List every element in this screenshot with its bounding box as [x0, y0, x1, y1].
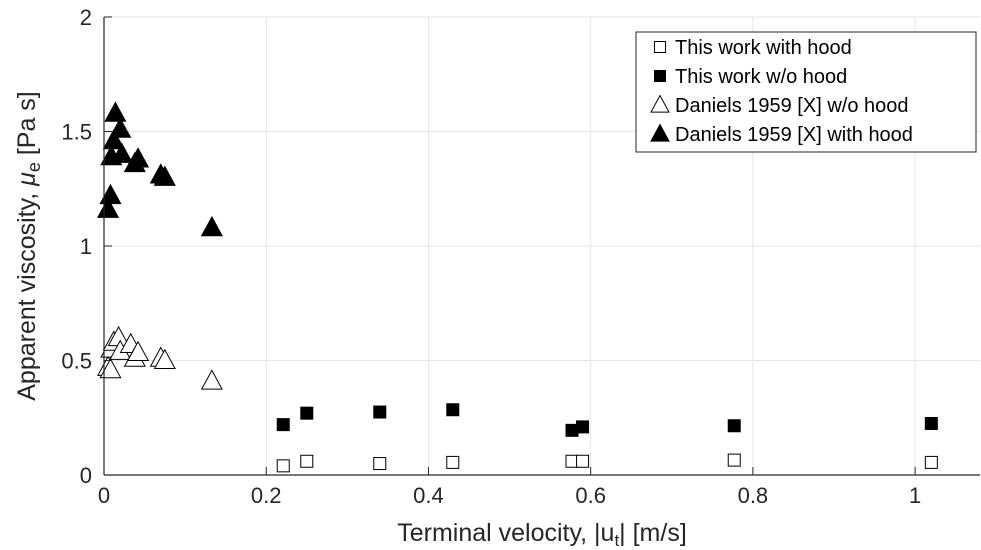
- tick-labels: 0 0.2 0.4 0.6 0.8 1 0 0.5 1 1.5 2: [61, 5, 921, 508]
- data-point: [373, 405, 387, 419]
- legend: This work with hood This work w/o hood Dan…: [635, 31, 977, 153]
- data-point: [276, 459, 290, 473]
- data-point: [576, 420, 590, 434]
- legend-box: [635, 31, 977, 153]
- x-tick-label: 0.8: [738, 483, 769, 508]
- x-tick-label: 0.2: [251, 483, 282, 508]
- legend-marker: [650, 123, 670, 142]
- y-tick-label: 2: [80, 5, 92, 30]
- data-point: [153, 348, 176, 370]
- y-axis-label: Apparent viscosity, μe [Pa s]: [13, 91, 44, 401]
- legend-marker: [654, 41, 666, 53]
- data-point: [924, 416, 938, 430]
- legend-label: This work w/o hood: [675, 66, 847, 88]
- series-2: [276, 403, 938, 437]
- data-point: [153, 165, 176, 186]
- x-tick-label: 1: [909, 483, 921, 508]
- series-4: [97, 101, 223, 237]
- x-tick-label: 0.4: [413, 483, 444, 508]
- data-point: [104, 101, 127, 122]
- legend-label: Daniels 1959 [X] w/o hood: [675, 95, 909, 117]
- data-point: [446, 455, 460, 469]
- x-tick-label: 0.6: [575, 483, 606, 508]
- data-point: [99, 183, 122, 205]
- legend-label: This work with hood: [675, 37, 852, 59]
- data-point: [102, 128, 125, 150]
- data-layer: [97, 101, 938, 473]
- data-point: [373, 457, 387, 471]
- grid: [104, 16, 980, 475]
- x-tick-label: 0: [98, 483, 110, 508]
- y-tick-label: 1: [80, 234, 92, 259]
- data-point: [109, 117, 132, 138]
- legend-marker: [650, 94, 670, 113]
- data-point: [127, 147, 150, 168]
- data-point: [924, 455, 938, 469]
- x-axis-label: Terminal velocity, |ut| [m/s]: [397, 519, 687, 550]
- data-point: [576, 454, 590, 468]
- data-point: [300, 454, 314, 468]
- y-tick-label: 0.5: [61, 349, 92, 374]
- legend-marker: [654, 70, 666, 82]
- data-point: [446, 403, 460, 417]
- data-point: [97, 197, 120, 218]
- data-point: [127, 340, 150, 362]
- axes: [103, 16, 980, 476]
- data-point: [200, 215, 223, 237]
- data-point: [727, 419, 741, 433]
- data-point: [99, 357, 122, 379]
- data-point: [727, 453, 741, 467]
- series-1: [276, 453, 938, 473]
- series-3: [97, 325, 223, 390]
- y-tick-label: 1.5: [61, 120, 92, 145]
- data-point: [300, 406, 314, 420]
- y-tick-label: 0: [80, 463, 92, 488]
- data-point: [110, 142, 133, 163]
- legend-label: Daniels 1959 [X] with hood: [675, 124, 913, 146]
- data-point: [200, 369, 223, 390]
- data-point: [276, 418, 290, 432]
